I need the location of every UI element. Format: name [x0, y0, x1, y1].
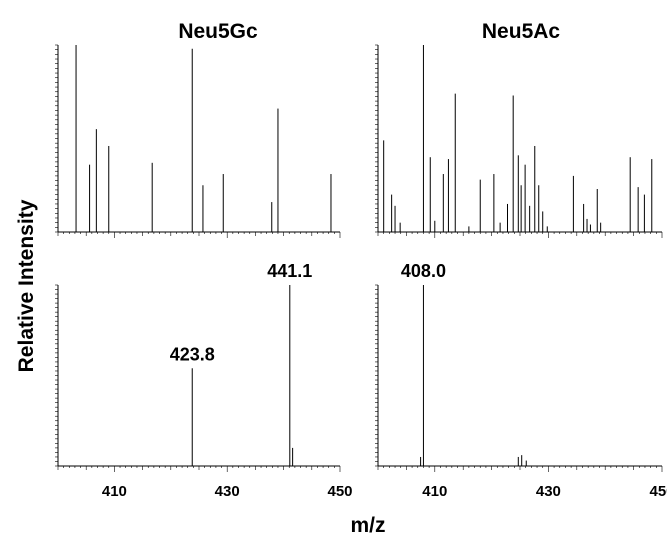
x-axis-label: m/z	[350, 514, 385, 537]
y-axis-label: Relative Intensity	[15, 199, 38, 372]
panel-neu5ac-top	[375, 44, 663, 238]
column-title-neu5ac: Neu5Ac	[482, 20, 561, 43]
x-tick-label: 430	[215, 483, 240, 500]
x-tick-label: 410	[102, 483, 127, 500]
panel-neu5ac-bottom: 410 430 450 408.0	[375, 261, 667, 500]
x-tick-label: 430	[536, 483, 561, 500]
panel-neu5gc-bottom: 410 430 450 423.8 441.1	[55, 261, 353, 500]
peak-annotation: 441.1	[267, 261, 312, 281]
column-title-neu5gc: Neu5Gc	[178, 20, 258, 43]
x-tick-label: 450	[327, 483, 352, 500]
panel-neu5gc-top	[55, 44, 341, 238]
x-tick-label: 450	[649, 483, 667, 500]
peak-annotation: 423.8	[170, 344, 215, 364]
x-tick-label: 410	[422, 483, 447, 500]
peak-annotation: 408.0	[401, 261, 446, 281]
